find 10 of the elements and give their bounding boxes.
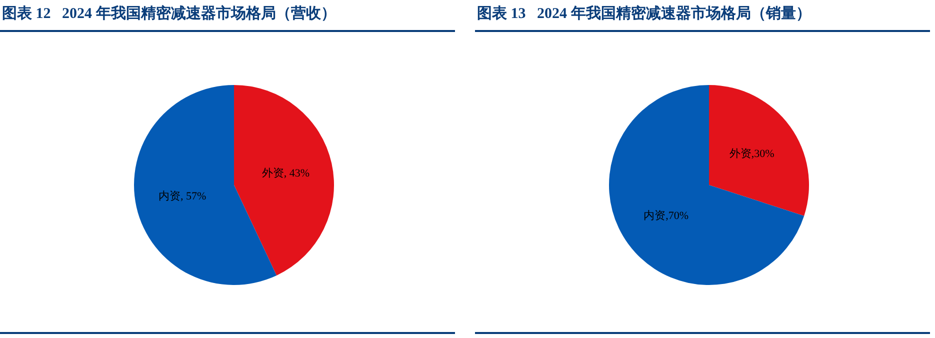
chart-title: 图表 13 2024 年我国精密减速器市场格局（销量） [477,4,811,23]
data-label: ,30% [751,148,774,160]
chart-title: 图表 12 2024 年我国精密减速器市场格局（营收） [2,4,336,23]
slice-label: 内资 [158,190,180,203]
slice-label: 外资 [729,148,752,160]
slice-label: 外资 [262,167,284,180]
data-label: ,70% [666,210,689,222]
data-label: , 57% [180,190,206,203]
data-label: , 43% [284,167,310,180]
slice-label: 内资 [644,209,666,222]
